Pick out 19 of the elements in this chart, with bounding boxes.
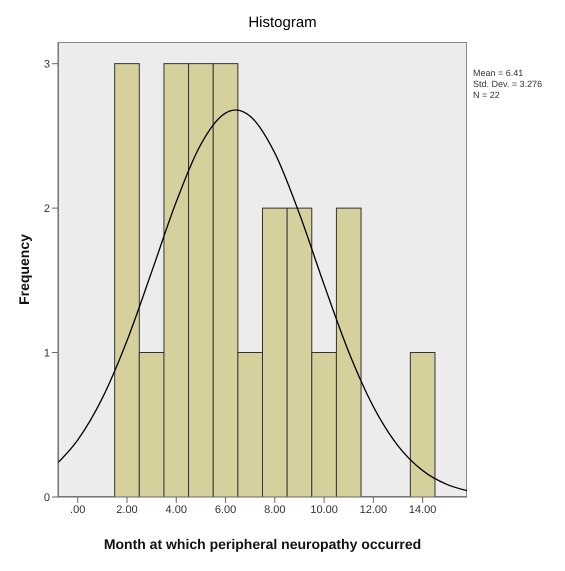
x-tick-label: 10.00: [310, 504, 338, 516]
x-tick-label: 8.00: [264, 504, 286, 516]
y-axis-title: Frequency: [16, 234, 32, 305]
x-tick-label: 14.00: [408, 504, 436, 516]
text: N = 22: [473, 90, 501, 101]
x-tick-label: 12.00: [360, 504, 388, 516]
x-tick-label: 2.00: [116, 504, 138, 516]
x-tick-label: 6.00: [214, 504, 236, 516]
y-tick-label: 0: [44, 492, 50, 504]
y-tick-label: 3: [44, 58, 50, 71]
line-series: [58, 109, 467, 492]
y-tick-label: 2: [44, 203, 50, 216]
y-tick-label: 1: [44, 347, 50, 360]
chart-title: Histogram: [247, 14, 318, 31]
text: Std. Dev. = 3.276: [473, 79, 542, 90]
x-tick-label: 4.00: [166, 504, 187, 516]
x-axis-title: Month at which peripheral neuropathy occurred: [104, 536, 422, 552]
x-tick-label: .00: [70, 504, 86, 516]
text: Mean = 6.41: [473, 68, 524, 79]
